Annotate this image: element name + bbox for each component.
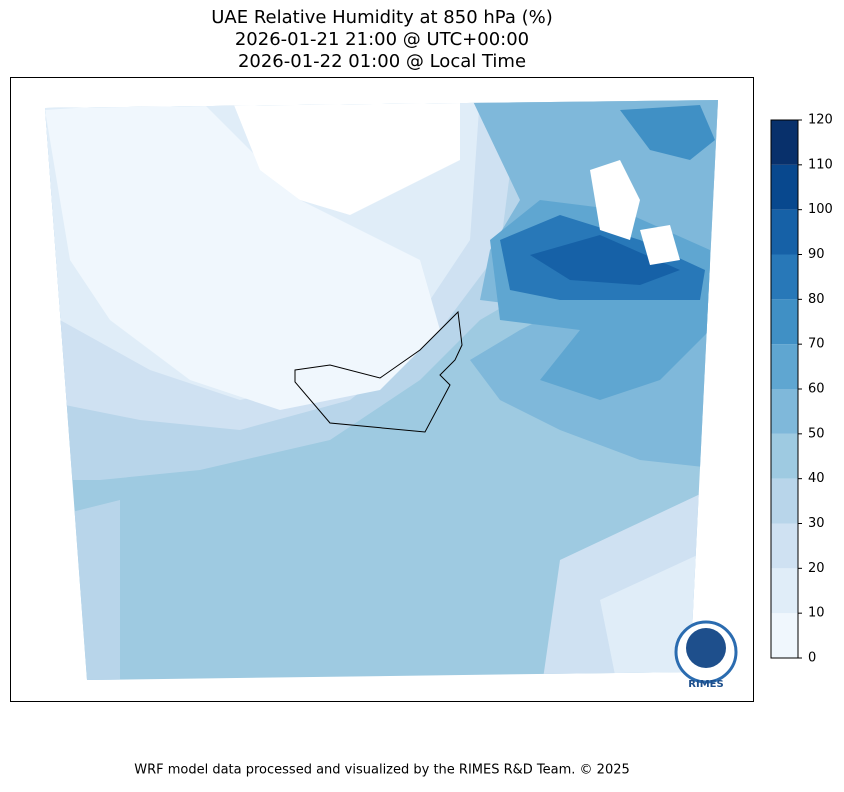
colorbar-band — [771, 433, 798, 479]
colorbar-tick-label: 90 — [808, 247, 825, 262]
title-line: 2026-01-21 21:00 @ UTC+00:00 — [235, 29, 529, 50]
title-line: UAE Relative Humidity at 850 hPa (%) — [211, 7, 552, 28]
colorbar-tick-label: 80 — [808, 292, 825, 307]
colorbar-band — [771, 613, 798, 658]
country-border — [294, 310, 463, 433]
logo: RIMES — [674, 620, 738, 690]
colorbar-tick-label: 40 — [808, 471, 825, 486]
map-frame — [10, 77, 754, 702]
colorbar-tick-label: 50 — [808, 426, 825, 441]
colorbar-band — [771, 478, 798, 524]
colorbar-tick-label: 60 — [808, 382, 825, 397]
colorbar-tick-label: 10 — [808, 606, 825, 621]
colorbar-band — [771, 254, 798, 300]
colorbar-band — [771, 389, 798, 434]
colorbar-tick-label: 0 — [808, 651, 816, 666]
colorbar-tick-label: 20 — [808, 561, 825, 576]
colorbar: 0 10 20 30 40 50 60 70 80 90 100 110 120 — [770, 113, 833, 666]
colorbar-band — [771, 299, 798, 345]
colorbar-band — [771, 568, 798, 614]
colorbar-band — [771, 120, 798, 165]
logo-text: RIMES — [688, 679, 723, 690]
colorbar-band — [771, 344, 798, 389]
colorbar-band — [771, 209, 798, 255]
colorbar-tick-label: 110 — [808, 157, 833, 172]
title-line: 2026-01-22 01:00 @ Local Time — [238, 51, 526, 72]
humidity-field — [45, 100, 718, 680]
colorbar-tick-label: 120 — [808, 113, 833, 128]
colorbar-tick-label: 100 — [808, 202, 833, 217]
colorbar-band — [771, 164, 798, 210]
colorbar-tick-label: 70 — [808, 337, 825, 352]
colorbar-band — [771, 523, 798, 569]
footer: WRF model data processed and visualized … — [134, 763, 630, 778]
colorbar-tick-label: 30 — [808, 516, 825, 531]
